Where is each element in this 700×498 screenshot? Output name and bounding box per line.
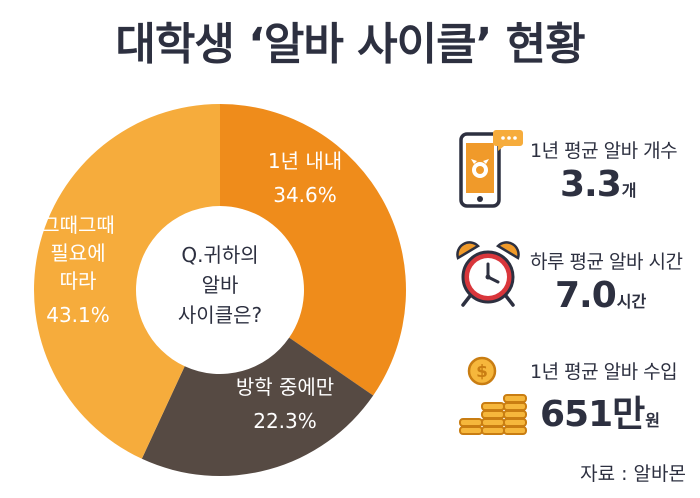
stat-number: 3.3 — [560, 164, 622, 205]
stat-label-hours: 하루 평균 알바 시간 — [530, 251, 683, 273]
svg-text:$: $ — [476, 362, 488, 382]
smartphone-icon — [459, 130, 523, 208]
stat-label-count: 1년 평균 알바 개수 — [530, 140, 678, 162]
pie-slice — [33, 104, 221, 459]
stat-unit: 시간 — [616, 292, 647, 311]
page-title: 대학생 ‘알바 사이클’ 현황 — [115, 19, 585, 70]
slice-category-label: 방학 중에만 — [236, 375, 334, 399]
stat-number: 7.0 — [555, 275, 617, 316]
coins-icon: $ — [459, 356, 527, 435]
stat-value-count: 3.3개 — [560, 164, 637, 205]
slice-category-label: 그때그때 필요에 따라 — [41, 213, 115, 293]
pie-slice — [220, 104, 407, 396]
slice-value-label: 43.1% — [46, 303, 110, 327]
pie-slice — [141, 337, 374, 476]
donut-center-label: Q.귀하의 알바 사이클은? — [178, 243, 262, 327]
source-note: 자료 : 알바몬 — [580, 463, 686, 485]
alarm-clock-icon — [456, 241, 520, 307]
stat-unit: 원 — [645, 411, 661, 430]
slice-value-label: 22.3% — [253, 409, 317, 433]
stat-label-income: 1년 평균 알바 수입 — [530, 361, 678, 383]
stat-number: 651만 — [540, 394, 645, 435]
stat-value-income: 651만원 — [540, 385, 660, 437]
stat-value-hours: 7.0시간 — [555, 275, 646, 316]
slice-category-label: 1년 내내 — [268, 149, 342, 173]
slice-value-label: 34.6% — [273, 183, 337, 207]
stat-unit: 개 — [621, 181, 637, 200]
